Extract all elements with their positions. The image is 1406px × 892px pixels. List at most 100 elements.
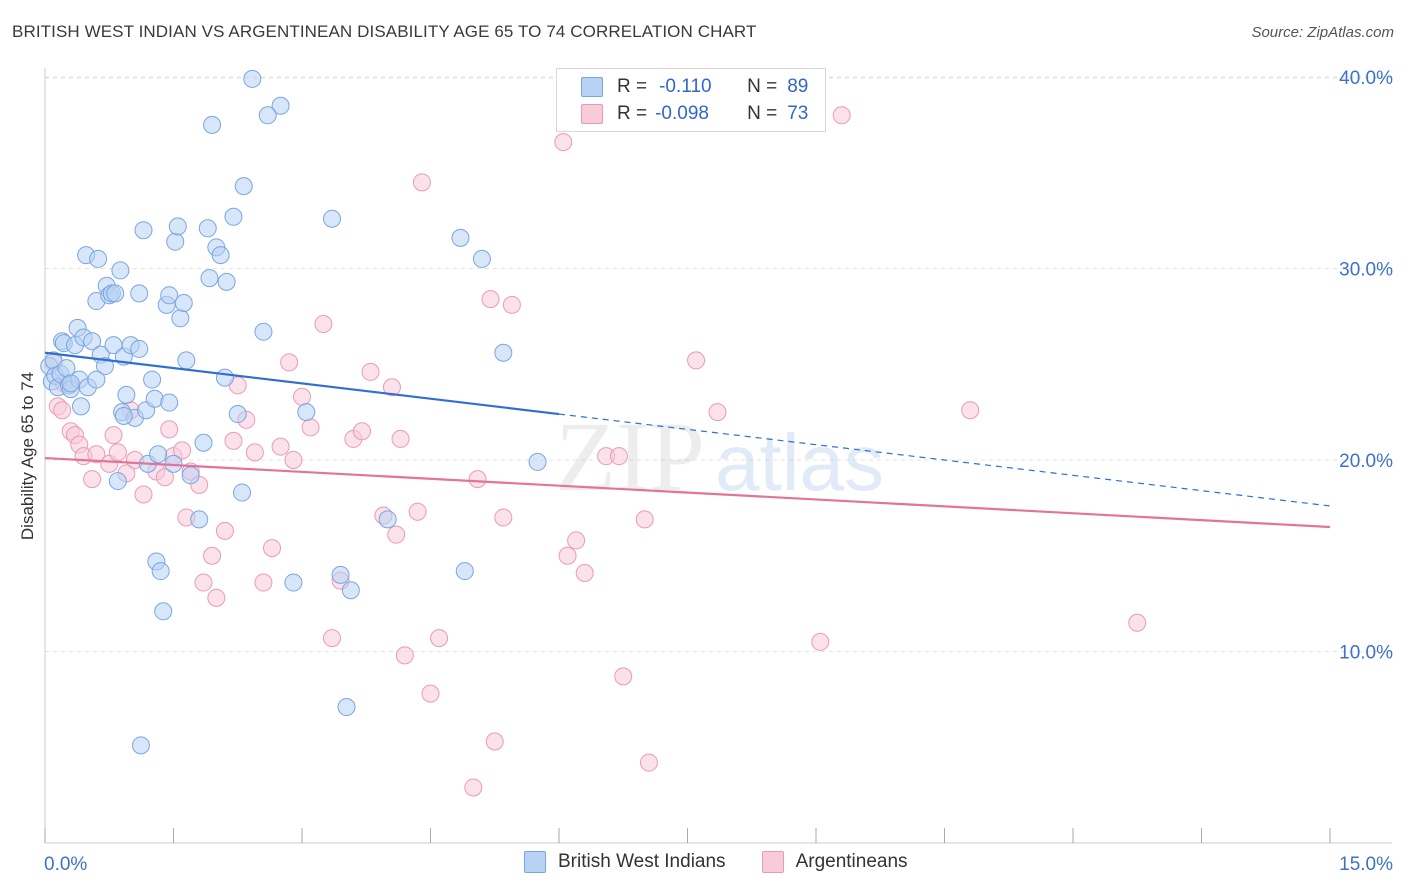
data-point-british-west-indians bbox=[297, 403, 316, 422]
data-point-british-west-indians bbox=[337, 698, 356, 717]
data-point-british-west-indians bbox=[228, 405, 247, 424]
data-point-argentineans bbox=[421, 684, 440, 703]
data-point-british-west-indians bbox=[95, 357, 114, 376]
stats-legend: R = -0.110 N = 89 R = -0.098 N = 73 bbox=[556, 68, 826, 132]
legend-swatch-blue bbox=[524, 851, 546, 873]
chart-title: BRITISH WEST INDIAN VS ARGENTINEAN DISAB… bbox=[12, 22, 757, 41]
watermark-atlas: atlas bbox=[715, 418, 884, 507]
x-tick-label: 0.0% bbox=[44, 854, 87, 875]
data-point-british-west-indians bbox=[83, 332, 102, 351]
data-point-british-west-indians bbox=[160, 393, 179, 412]
n-label: N = bbox=[747, 103, 778, 124]
data-point-argentineans bbox=[160, 420, 179, 439]
n-label: N = bbox=[747, 76, 778, 97]
data-point-argentineans bbox=[224, 431, 243, 450]
data-point-british-west-indians bbox=[181, 466, 200, 485]
data-point-british-west-indians bbox=[71, 397, 90, 416]
data-point-argentineans bbox=[284, 451, 303, 469]
data-point-argentineans bbox=[134, 485, 153, 504]
data-point-british-west-indians bbox=[472, 249, 491, 268]
data-point-argentineans bbox=[203, 546, 222, 565]
y-tick-label: 40.0% bbox=[1339, 68, 1393, 89]
data-point-british-west-indians bbox=[224, 207, 243, 226]
data-point-british-west-indians bbox=[284, 573, 303, 592]
legend-swatch-pink bbox=[581, 104, 603, 124]
data-point-argentineans bbox=[382, 378, 401, 397]
data-point-argentineans bbox=[173, 441, 192, 460]
series-legend: British West Indians Argentineans bbox=[524, 851, 944, 873]
data-point-argentineans bbox=[395, 646, 414, 665]
trend-line-extension-british-west-indians bbox=[558, 413, 1331, 507]
data-point-argentineans bbox=[485, 732, 504, 751]
legend-item-british-west-indians[interactable]: British West Indians bbox=[524, 851, 726, 873]
data-point-british-west-indians bbox=[234, 177, 253, 196]
data-point-british-west-indians bbox=[271, 96, 290, 115]
data-point-british-west-indians bbox=[198, 219, 217, 238]
data-point-argentineans bbox=[293, 387, 311, 406]
data-point-argentineans bbox=[609, 447, 628, 466]
source-label: Source: ZipAtlas.com bbox=[1251, 24, 1394, 41]
data-point-british-west-indians bbox=[217, 272, 236, 291]
data-point-argentineans bbox=[468, 470, 487, 489]
data-point-british-west-indians bbox=[190, 510, 209, 529]
legend-item-argentineans[interactable]: Argentineans bbox=[761, 851, 908, 873]
data-point-british-west-indians bbox=[177, 351, 196, 370]
data-point-british-west-indians bbox=[451, 228, 470, 247]
watermark: ZIP atlas bbox=[555, 401, 884, 512]
data-point-argentineans bbox=[635, 510, 654, 529]
data-point-argentineans bbox=[271, 437, 290, 456]
data-point-argentineans bbox=[558, 546, 577, 565]
data-point-argentineans bbox=[215, 521, 234, 540]
data-point-british-west-indians bbox=[106, 284, 125, 303]
data-point-british-west-indians bbox=[174, 293, 193, 312]
data-point-british-west-indians bbox=[528, 452, 547, 471]
data-point-argentineans bbox=[108, 443, 127, 462]
x-tick-label: 15.0% bbox=[1339, 854, 1393, 875]
data-point-argentineans bbox=[708, 403, 727, 422]
data-point-british-west-indians bbox=[143, 370, 162, 389]
legend-swatch-pink bbox=[761, 851, 784, 873]
data-point-argentineans bbox=[207, 588, 226, 607]
trend-line-argentineans bbox=[44, 456, 1331, 529]
data-point-british-west-indians bbox=[114, 406, 133, 425]
data-point-argentineans bbox=[575, 563, 594, 582]
data-point-argentineans bbox=[1128, 613, 1147, 632]
data-point-argentineans bbox=[87, 445, 106, 464]
data-point-argentineans bbox=[430, 629, 449, 648]
data-point-argentineans bbox=[832, 106, 851, 125]
tick-labels: 10.0% 20.0% 30.0% 40.0% 0.0% 15.0% bbox=[44, 68, 1393, 875]
data-point-argentineans bbox=[254, 573, 273, 592]
data-point-argentineans bbox=[391, 429, 410, 448]
data-point-argentineans bbox=[464, 778, 483, 797]
data-point-argentineans bbox=[53, 401, 72, 420]
data-point-argentineans bbox=[314, 315, 333, 334]
data-point-british-west-indians bbox=[154, 602, 173, 621]
y-tick-label: 30.0% bbox=[1339, 260, 1393, 281]
data-point-british-west-indians bbox=[168, 217, 187, 236]
data-point-argentineans bbox=[494, 508, 513, 527]
data-point-argentineans bbox=[412, 173, 431, 192]
data-point-british-west-indians bbox=[166, 232, 185, 251]
data-point-argentineans bbox=[811, 632, 830, 651]
legend-label: British West Indians bbox=[558, 851, 726, 872]
trend-lines bbox=[44, 351, 1331, 529]
data-point-british-west-indians bbox=[117, 385, 136, 404]
data-point-british-west-indians bbox=[215, 368, 234, 387]
data-point-british-west-indians bbox=[108, 472, 127, 491]
gridlines bbox=[45, 76, 1392, 652]
legend-swatch-blue bbox=[581, 77, 603, 97]
data-point-british-west-indians bbox=[322, 209, 341, 228]
data-point-argentineans bbox=[280, 353, 299, 372]
data-point-british-west-indians bbox=[331, 565, 350, 584]
data-point-argentineans bbox=[322, 629, 341, 648]
r-label: R = bbox=[617, 76, 648, 97]
data-point-british-west-indians bbox=[211, 246, 230, 265]
data-point-argentineans bbox=[687, 351, 706, 370]
n-value-blue: 89 bbox=[787, 76, 809, 97]
r-value-blue: -0.110 bbox=[659, 76, 712, 97]
data-point-argentineans bbox=[554, 133, 573, 152]
data-point-british-west-indians bbox=[258, 106, 277, 125]
data-point-british-west-indians bbox=[130, 284, 149, 303]
data-point-argentineans bbox=[83, 470, 102, 489]
